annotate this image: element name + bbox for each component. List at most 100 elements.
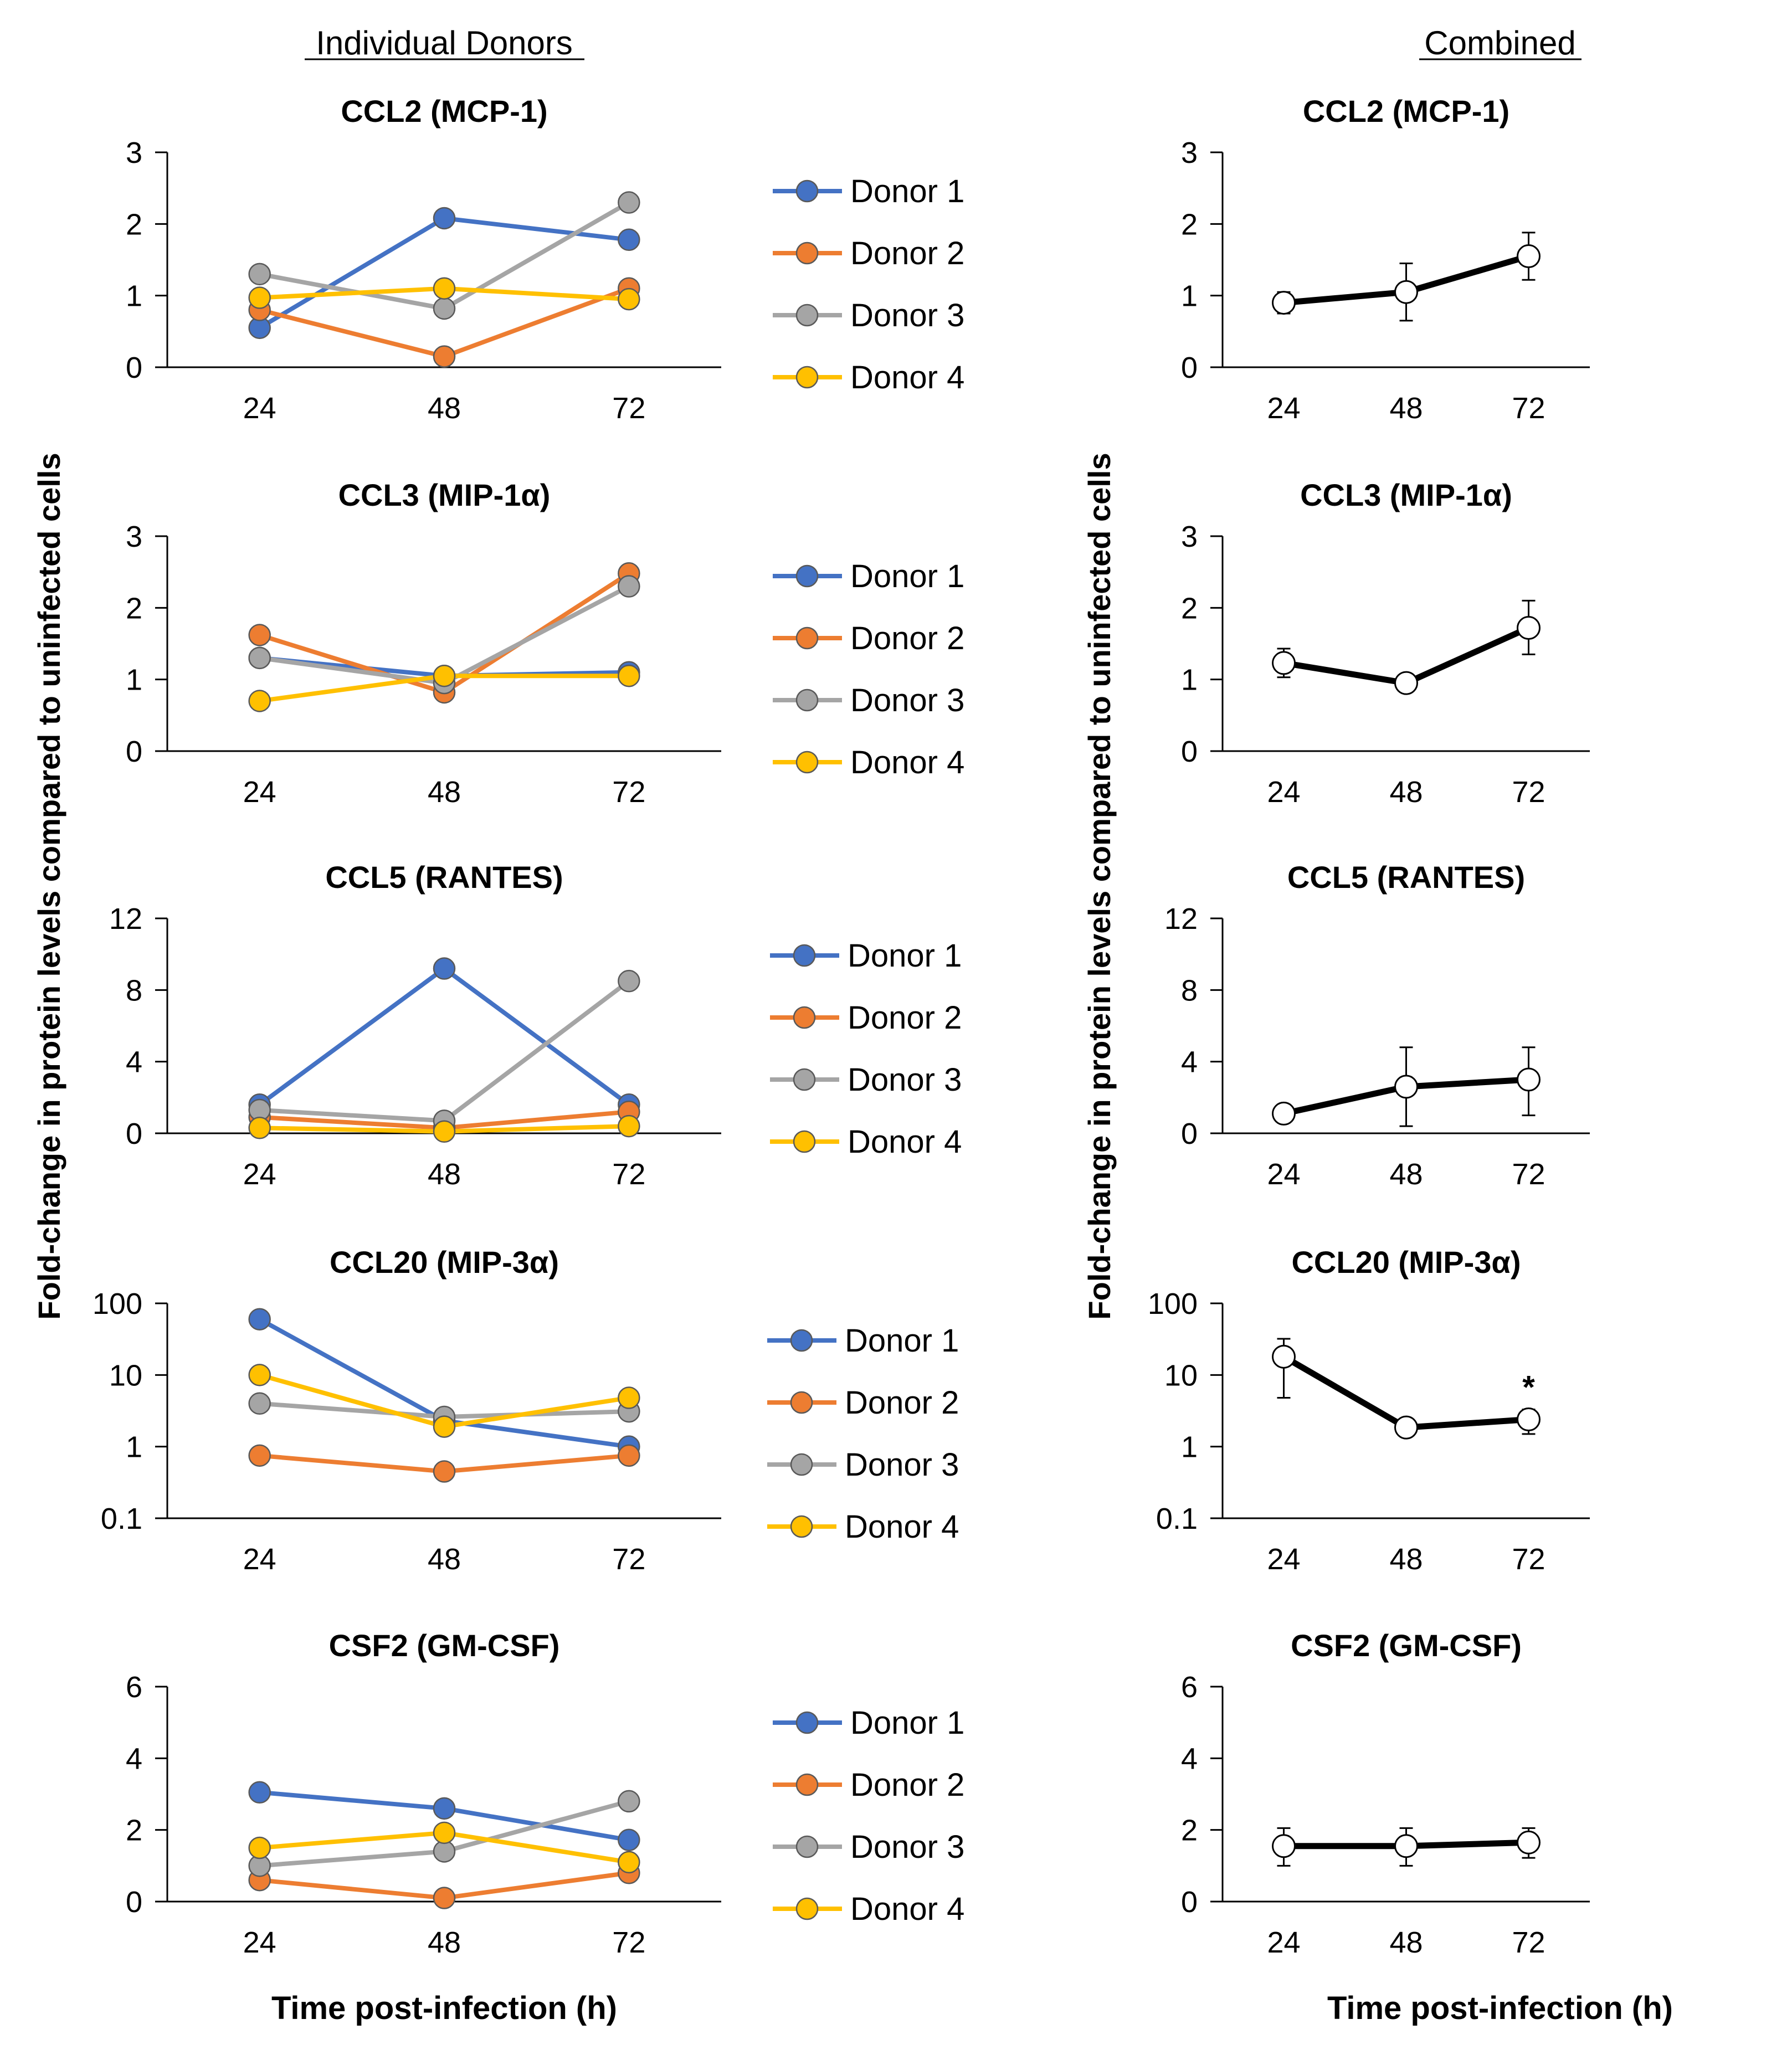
y-tick-label: 2 (1181, 1814, 1198, 1847)
combined-chart-4: CCL20 (MIP-3α) 0.1 1 10 100 24 48 72 * (1148, 1245, 1590, 1576)
data-point-combined (1517, 1830, 1541, 1854)
y-tick-label: 6 (126, 1671, 142, 1704)
legend-label-donor-4: Donor 4 (848, 1124, 962, 1160)
data-point-combined (1394, 280, 1418, 304)
legend-marker-donor-2 (795, 1773, 819, 1796)
data-point-donor-4 (248, 286, 271, 309)
legend-marker-donor-4 (795, 366, 819, 389)
legend-marker-donor-4 (795, 1897, 819, 1920)
x-tick-label: 48 (1389, 1158, 1423, 1191)
data-point-donor-4 (248, 690, 271, 712)
data-point-combined (1272, 1834, 1296, 1858)
legend-marker-donor-3 (790, 1453, 813, 1476)
y-tick-label: 1 (126, 1431, 142, 1464)
x-tick-label: 48 (428, 775, 461, 809)
x-tick-label: 72 (1512, 775, 1545, 809)
combined-chart-1: CCL2 (MCP-1) 0 1 2 3 24 48 72 (1181, 94, 1590, 425)
y-tick-label: 0 (1181, 735, 1198, 768)
legend-label-donor-3: Donor 3 (845, 1447, 959, 1483)
data-point-donor-3 (618, 191, 640, 214)
data-point-combined (1394, 1415, 1418, 1440)
x-tick-label: 48 (428, 1926, 461, 1959)
y-tick-label: 3 (1181, 520, 1198, 553)
data-point-donor-3 (618, 969, 640, 993)
x-tick-label: 48 (428, 1543, 461, 1576)
legend-marker-donor-2 (793, 1006, 816, 1029)
data-point-donor-4 (248, 1364, 271, 1386)
legend-marker-donor-2 (795, 242, 819, 265)
legend-marker-donor-1 (795, 1711, 819, 1734)
legend-marker-donor-4 (795, 751, 819, 774)
x-tick-label: 72 (612, 775, 645, 809)
x-tick-label: 24 (243, 1926, 276, 1959)
legend-marker-donor-2 (795, 626, 819, 650)
y-tick-label: 4 (126, 1046, 142, 1079)
data-point-donor-3 (433, 297, 456, 320)
chart-title: CCL2 (MCP-1) (1303, 94, 1509, 129)
data-point-donor-3 (618, 575, 640, 598)
y-tick-label: 100 (1148, 1287, 1198, 1321)
legend-label-donor-4: Donor 4 (850, 744, 964, 780)
x-tick-label: 48 (428, 1158, 461, 1191)
data-point-donor-3 (248, 263, 271, 286)
legend-marker-donor-1 (795, 179, 819, 203)
individual-chart-4: CCL20 (MIP-3α) 0.1 1 10 100 24 48 72 Donor 1 Dono… (93, 1245, 959, 1576)
chart-title: CCL5 (RANTES) (1287, 860, 1525, 895)
data-point-donor-4 (433, 664, 456, 687)
y-tick-label: 3 (126, 136, 142, 169)
y-tick-label: 1 (1181, 1431, 1198, 1464)
data-point-donor-4 (433, 1821, 456, 1845)
y-tick-label: 2 (126, 592, 142, 625)
right-header: Combined (1424, 24, 1576, 61)
y-tick-label: 0.1 (1156, 1502, 1198, 1535)
y-tick-label: 0 (1181, 351, 1198, 384)
right-x-axis-label: Time post-infection (h) (1327, 1990, 1673, 2026)
x-tick-label: 24 (1267, 775, 1300, 809)
data-point-combined (1272, 1101, 1296, 1126)
y-tick-label: 6 (1181, 1671, 1198, 1704)
y-tick-label: 2 (1181, 592, 1198, 625)
x-tick-label: 24 (1267, 392, 1300, 425)
data-point-combined (1394, 1075, 1418, 1099)
chart-title: CSF2 (GM-CSF) (1291, 1628, 1522, 1663)
legend-marker-donor-1 (795, 564, 819, 588)
data-point-combined (1272, 651, 1296, 675)
legend-label-donor-3: Donor 3 (850, 1829, 964, 1865)
individual-chart-1: CCL2 (MCP-1) 0 1 2 3 24 48 72 Donor 1 Donor 2 Dono… (126, 94, 964, 425)
legend-marker-donor-3 (795, 304, 819, 327)
data-point-donor-4 (433, 277, 456, 300)
data-point-combined (1517, 616, 1541, 640)
legend-label-donor-1: Donor 1 (850, 1705, 964, 1741)
y-tick-label: 100 (93, 1287, 142, 1321)
y-tick-label: 0 (126, 735, 142, 768)
y-tick-label: 3 (1181, 136, 1198, 169)
y-tick-label: 2 (1181, 208, 1198, 241)
data-point-donor-4 (618, 664, 640, 687)
legend-label-donor-1: Donor 1 (848, 938, 962, 974)
y-tick-label: 1 (126, 664, 142, 697)
x-tick-label: 72 (1512, 1158, 1545, 1191)
data-point-donor-3 (433, 1840, 456, 1863)
legend-label-donor-3: Donor 3 (850, 297, 964, 333)
data-point-donor-4 (433, 1415, 456, 1438)
chart-title: CCL3 (MIP-1α) (338, 477, 551, 512)
data-point-donor-3 (248, 1392, 271, 1415)
data-point-donor-2 (618, 1444, 640, 1467)
data-point-donor-1 (248, 1781, 271, 1804)
y-tick-label: 1 (1181, 280, 1198, 313)
data-point-donor-2 (248, 1444, 271, 1467)
x-tick-label: 48 (428, 392, 461, 425)
legend-label-donor-3: Donor 3 (850, 682, 964, 718)
data-point-donor-1 (618, 228, 640, 251)
data-point-donor-3 (248, 646, 271, 670)
x-tick-label: 24 (243, 775, 276, 809)
data-point-donor-4 (248, 1117, 271, 1139)
chart-title: CSF2 (GM-CSF) (329, 1628, 560, 1663)
legend-marker-donor-3 (793, 1068, 816, 1091)
chart-title: CCL2 (MCP-1) (341, 94, 547, 129)
y-tick-label: 2 (126, 1814, 142, 1847)
data-point-donor-3 (618, 1790, 640, 1813)
